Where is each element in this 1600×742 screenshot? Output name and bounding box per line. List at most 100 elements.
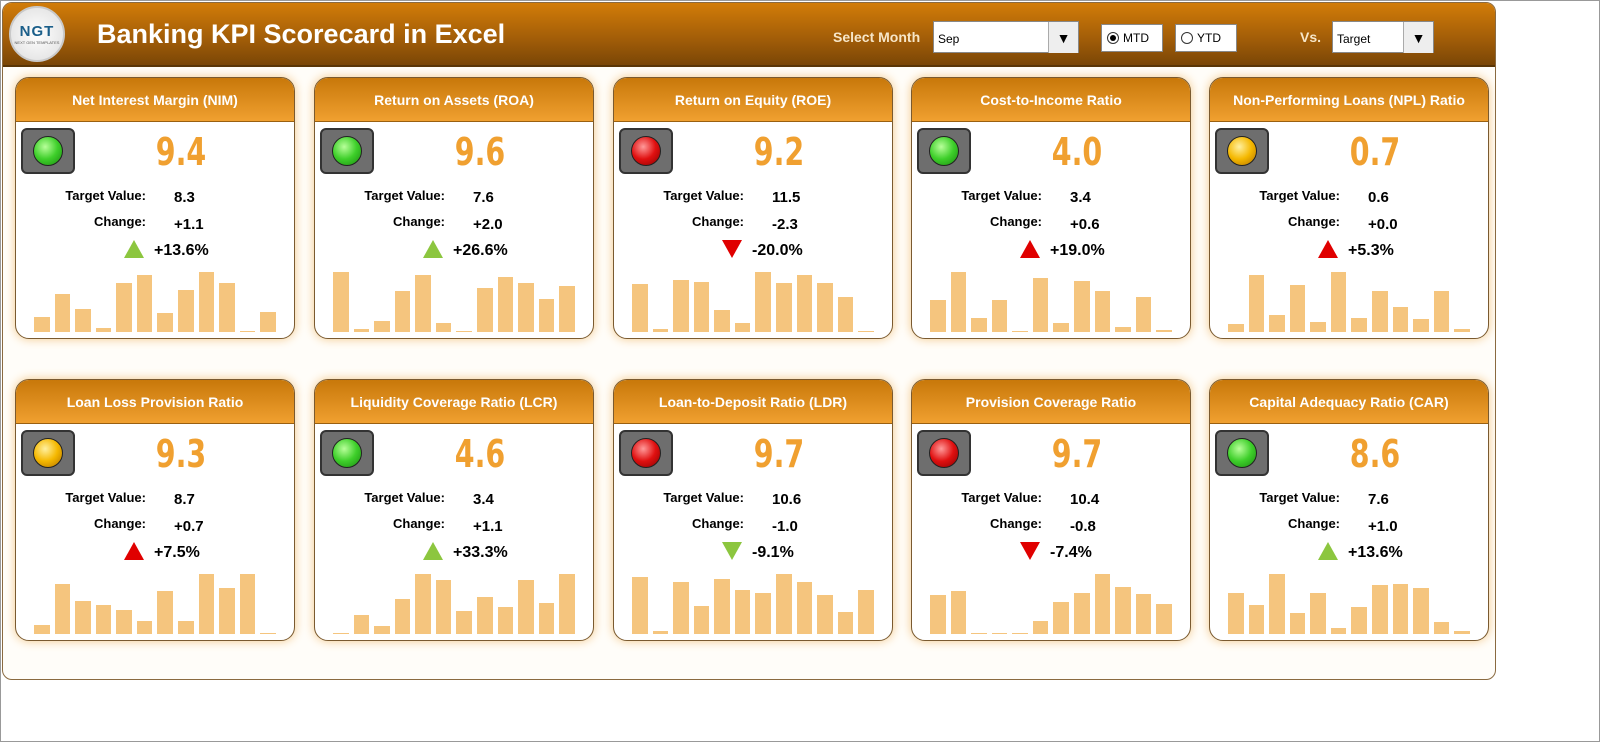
trend-bar xyxy=(693,605,710,634)
ytd-radio[interactable]: YTD xyxy=(1175,24,1237,52)
change-label: Change: xyxy=(94,516,146,531)
green-light-icon xyxy=(332,136,362,166)
status-light xyxy=(21,430,75,476)
trend-bar xyxy=(518,580,534,634)
trend-bar xyxy=(1115,586,1131,634)
vs-dropdown[interactable]: Target ▼ xyxy=(1332,21,1434,53)
ngt-logo: NGT NEXT GEN TEMPLATES xyxy=(9,6,65,62)
trend-bar xyxy=(260,312,276,332)
trend-bar xyxy=(930,595,946,634)
change-percent: -20.0% xyxy=(752,242,803,259)
card-title: Cost-to-Income Ratio xyxy=(912,78,1190,122)
change-percent: +26.6% xyxy=(453,242,508,259)
trend-chart xyxy=(333,574,575,634)
logo-subtext: NEXT GEN TEMPLATES xyxy=(14,40,60,45)
trend-bar xyxy=(1392,307,1409,332)
change-value: +2.0 xyxy=(473,216,503,233)
target-label: Target Value: xyxy=(961,188,1042,203)
kpi-card: Capital Adequacy Ratio (CAR) 8.6 Target … xyxy=(1209,379,1489,641)
kpi-value: 9.3 xyxy=(155,432,207,476)
change-percent: +7.5% xyxy=(154,544,200,561)
change-value: -0.8 xyxy=(1070,518,1096,535)
trend-bar xyxy=(75,601,91,634)
arrow-up-icon xyxy=(124,542,144,560)
trend-bar xyxy=(198,272,215,332)
change-label: Change: xyxy=(393,516,445,531)
mtd-label: MTD xyxy=(1123,31,1149,45)
trend-bar xyxy=(1248,275,1265,332)
target-value: 3.4 xyxy=(473,491,494,508)
trend-bar xyxy=(776,282,792,332)
trend-bar xyxy=(239,574,256,634)
status-light xyxy=(1215,128,1269,174)
month-value: Sep xyxy=(938,32,960,46)
change-value: +0.0 xyxy=(1368,216,1398,233)
target-label: Target Value: xyxy=(364,188,445,203)
kpi-value: 9.7 xyxy=(753,432,805,476)
trend-bar xyxy=(734,590,751,634)
arrow-up-icon xyxy=(1020,240,1040,258)
trend-bar xyxy=(1372,585,1388,634)
trend-bar xyxy=(1413,588,1429,634)
trend-bar xyxy=(1454,328,1470,332)
kpi-value: 4.0 xyxy=(1051,130,1103,174)
trend-bar xyxy=(1330,272,1347,332)
green-light-icon xyxy=(1227,438,1257,468)
status-light xyxy=(1215,430,1269,476)
change-label: Change: xyxy=(393,214,445,229)
chevron-down-icon[interactable]: ▼ xyxy=(1403,22,1433,53)
trend-bar xyxy=(178,620,194,634)
month-dropdown[interactable]: Sep ▼ xyxy=(933,21,1079,53)
trend-bar xyxy=(950,272,967,332)
trend-bar xyxy=(374,321,390,332)
target-value: 10.4 xyxy=(1070,491,1100,508)
select-month-label: Select Month xyxy=(833,29,921,45)
trend-bar xyxy=(1156,604,1172,634)
trend-bar xyxy=(198,574,215,634)
trend-bar xyxy=(559,574,575,634)
target-value: 11.5 xyxy=(772,189,801,206)
trend-bar xyxy=(477,288,493,332)
trend-bar xyxy=(673,581,689,634)
target-value: 3.4 xyxy=(1070,189,1091,206)
trend-bar xyxy=(971,318,987,332)
trend-bar xyxy=(116,282,132,332)
trend-bar xyxy=(538,299,555,332)
card-title: Provision Coverage Ratio xyxy=(912,380,1190,424)
kpi-value: 9.2 xyxy=(753,130,805,174)
trend-bar xyxy=(776,574,792,634)
change-label: Change: xyxy=(990,516,1042,531)
trend-bar xyxy=(971,632,987,634)
trend-bar xyxy=(477,596,493,634)
chevron-down-icon[interactable]: ▼ xyxy=(1048,22,1078,53)
trend-bar xyxy=(415,574,431,634)
trend-bar xyxy=(374,625,390,634)
kpi-card: Non-Performing Loans (NPL) Ratio 0.7 Tar… xyxy=(1209,77,1489,339)
trend-bar xyxy=(456,611,473,634)
trend-chart xyxy=(930,272,1172,332)
kpi-value: 9.4 xyxy=(155,130,207,174)
trend-bar xyxy=(1094,574,1111,634)
trend-bar xyxy=(1228,592,1244,634)
change-label: Change: xyxy=(1288,516,1340,531)
trend-bar xyxy=(632,284,648,332)
trend-chart xyxy=(333,272,575,332)
radio-selected-icon xyxy=(1107,32,1119,44)
trend-bar xyxy=(116,610,132,634)
status-light xyxy=(917,430,971,476)
trend-bar xyxy=(1392,584,1409,634)
kpi-value: 8.6 xyxy=(1349,432,1401,476)
card-title: Non-Performing Loans (NPL) Ratio xyxy=(1210,78,1488,122)
trend-bar xyxy=(497,607,514,634)
target-label: Target Value: xyxy=(65,490,146,505)
trend-bar xyxy=(34,317,50,332)
change-value: +1.0 xyxy=(1368,518,1398,535)
trend-bar xyxy=(1032,278,1049,332)
kpi-value: 9.6 xyxy=(454,130,506,174)
change-label: Change: xyxy=(692,516,744,531)
trend-bar xyxy=(714,310,730,332)
target-label: Target Value: xyxy=(364,490,445,505)
mtd-radio[interactable]: MTD xyxy=(1101,24,1163,52)
red-light-icon xyxy=(631,438,661,468)
trend-bar xyxy=(435,323,452,332)
